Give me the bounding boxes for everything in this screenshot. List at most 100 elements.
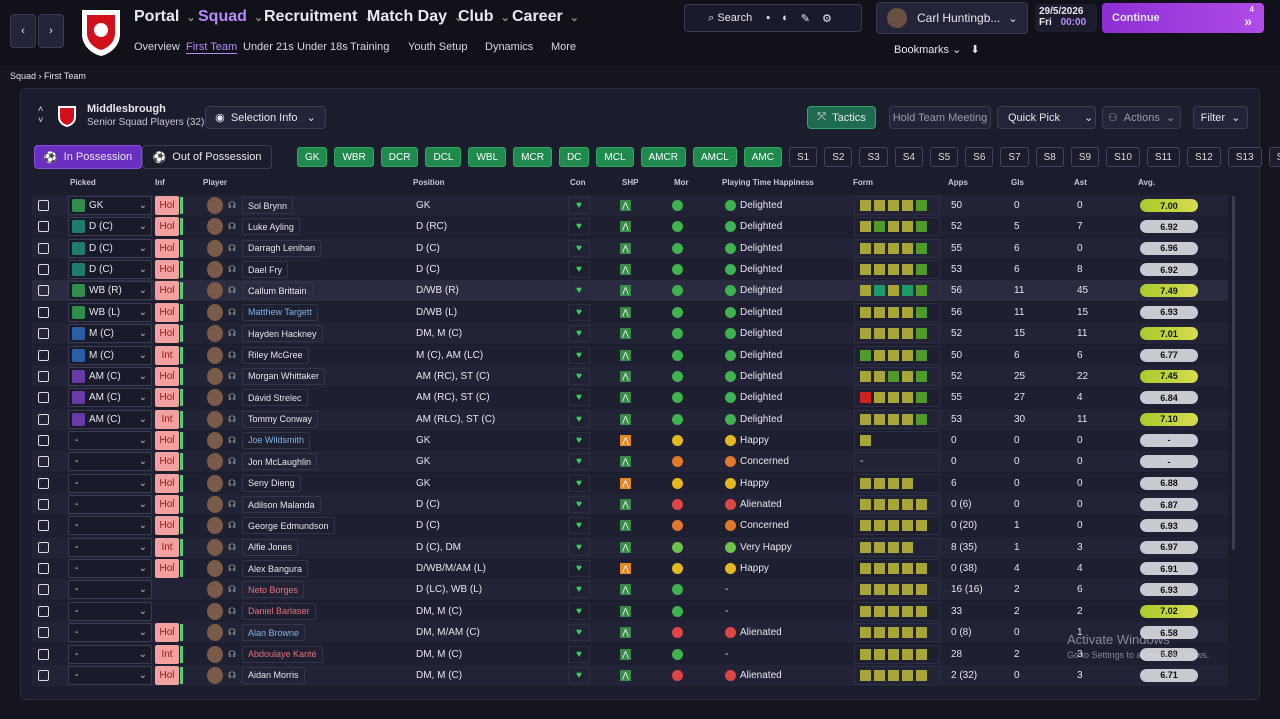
scrollbar[interactable] [1232,196,1235,550]
table-row[interactable]: - ⌄ Hol ☊ Seny Dieng GK ♥ ⋀ Happy 6 0 0 6.88 [32,472,1228,494]
sub-tab[interactable]: Dynamics [485,41,534,53]
table-row[interactable]: - ⌄ Hol ☊ George Edmundson D (C) ♥ ⋀ Concerned 0 … [32,515,1228,537]
position-button[interactable]: AMCL [692,147,737,167]
picked-dropdown[interactable]: - ⌄ [68,537,152,557]
meeting-button[interactable]: Hold Team Meeting [889,106,991,129]
table-row[interactable]: D (C) ⌄ Hol ☊ Darragh Lenihan D (C) ♥ ⋀ Delighte… [32,237,1228,259]
slot-button[interactable]: S14 [1268,147,1280,167]
checkbox[interactable] [38,648,49,660]
player-name[interactable]: Riley McGree [242,346,309,364]
icon-button[interactable]: ◐ [782,12,789,24]
icon-button[interactable]: ▪ [766,12,771,24]
out-possession-tab[interactable]: ⚽ Out of Possession [142,145,272,169]
picked-dropdown[interactable]: - ⌄ [68,665,152,685]
checkbox[interactable] [38,306,49,318]
table-row[interactable]: AM (C) ⌄ Int ☊ Tommy Conway AM (RLC), ST (C) ♥… [32,408,1228,430]
slot-button[interactable]: S6 [965,147,994,167]
position-button[interactable]: WBL [468,147,507,167]
crumb[interactable]: Squad [10,71,37,81]
position-button[interactable]: DCL [425,147,462,167]
player-name[interactable]: Dávid Strelec [242,389,308,407]
club-crest[interactable] [78,6,124,58]
picked-dropdown[interactable]: D (C) ⌄ [68,238,152,258]
player-name[interactable]: Seny Dieng [242,474,301,492]
table-row[interactable]: - ⌄ ☊ Neto Borges D (LC), WB (L) ♥ ⋀ -16 (16) 2 6… [32,579,1228,601]
column-header[interactable]: SHP [622,178,639,187]
checkbox[interactable] [38,499,49,511]
player-name[interactable]: Alex Bangura [242,560,309,578]
column-header[interactable]: Form [853,178,873,187]
slot-button[interactable]: S2 [824,147,853,167]
player-name[interactable]: Jon McLaughlin [242,453,318,471]
sub-tab[interactable]: Under 18s [297,41,348,53]
table-row[interactable]: M (C) ⌄ Int ☊ Riley McGree M (C), AM (LC) ♥ ⋀ De… [32,344,1228,366]
search-button[interactable]: ⌕ Search [708,11,753,24]
table-row[interactable]: D (C) ⌄ Hol ☊ Dael Fry D (C) ♥ ⋀ Delighted 53 6 8 6.… [32,259,1228,281]
table-row[interactable]: - ⌄ Hol ☊ Adilson Malanda D (C) ♥ ⋀ Alienated 0 (… [32,494,1228,516]
column-header[interactable]: Gls [1011,178,1024,187]
table-row[interactable]: WB (R) ⌄ Hol ☊ Callum Brittain D/WB (R) ♥ ⋀ Deli… [32,280,1228,302]
picked-dropdown[interactable]: D (C) ⌄ [68,217,152,237]
main-tab[interactable]: Squad ⌄ [198,8,264,25]
picked-dropdown[interactable]: - ⌄ [68,452,152,472]
sub-tab[interactable]: Under 21s [243,41,294,53]
player-name[interactable]: Luke Ayling [242,218,300,236]
slot-button[interactable]: S3 [859,147,888,167]
picked-dropdown[interactable]: - ⌄ [68,473,152,493]
table-row[interactable]: - ⌄ Hol ☊ Aidan Morris DM, M (C) ♥ ⋀ Alienated 2 … [32,664,1228,686]
table-row[interactable]: - ⌄ Int ☊ Alfie Jones D (C), DM ♥ ⋀ Very Happy 8 … [32,536,1228,558]
checkbox[interactable] [38,413,49,425]
checkbox[interactable] [38,285,49,297]
picked-dropdown[interactable]: - ⌄ [68,430,152,450]
position-button[interactable]: WBR [334,147,374,167]
slot-button[interactable]: S7 [1000,147,1029,167]
checkbox[interactable] [38,541,49,553]
position-button[interactable]: AMC [743,147,782,167]
picked-dropdown[interactable]: - ⌄ [68,644,152,664]
player-name[interactable]: Daniel Barlaser [242,602,316,620]
checkbox[interactable] [38,669,49,681]
slot-button[interactable]: S13 [1227,147,1262,167]
picked-dropdown[interactable]: - ⌄ [68,495,152,515]
table-row[interactable]: AM (C) ⌄ Hol ☊ Dávid Strelec AM (RC), ST (C) ♥… [32,387,1228,409]
picked-dropdown[interactable]: WB (L) ⌄ [68,302,152,322]
slot-button[interactable]: S1 [789,147,818,167]
table-row[interactable]: AM (C) ⌄ Hol ☊ Morgan Whittaker AM (RC), ST (… [32,365,1228,387]
player-name[interactable]: Dael Fry [242,261,289,279]
settings-button[interactable]: ⚙ [821,12,832,25]
player-name[interactable]: Sol Brynn [242,197,294,214]
column-header[interactable]: Apps [948,178,968,187]
column-header[interactable]: Playing Time Happiness [722,178,814,187]
checkbox[interactable] [38,520,49,532]
player-name[interactable]: Morgan Whittaker [242,367,326,385]
picked-dropdown[interactable]: AM (C) ⌄ [68,388,152,408]
table-row[interactable]: - ⌄ Int ☊ Abdoulaye Kanté DM, M (C) ♥ ⋀ -28 2 3 6.8… [32,643,1228,665]
column-header[interactable]: Player [203,178,228,187]
table-row[interactable]: - ⌄ Hol ☊ Jon McLaughlin GK ♥ ⋀ Concerned -0 0 0- [32,451,1228,473]
checkbox[interactable] [38,392,49,404]
main-tab[interactable]: Recruitment ⌄ [264,8,374,25]
column-header[interactable]: Position [413,178,445,187]
slot-button[interactable]: S11 [1146,147,1180,167]
filter-button[interactable]: Filter ⌄ [1193,106,1248,129]
picked-dropdown[interactable]: - ⌄ [68,601,152,621]
checkbox[interactable] [38,370,49,382]
position-button[interactable]: AMCR [640,147,686,167]
manager-button[interactable]: Carl Huntingb... ⌄ [876,2,1028,34]
slot-button[interactable]: S10 [1106,147,1140,167]
checkbox[interactable] [38,605,49,617]
table-row[interactable]: WB (L) ⌄ Hol ☊ Matthew Targett D/WB (L) ♥ ⋀ Deli… [32,301,1228,323]
slot-button[interactable]: S5 [929,147,959,167]
checkbox[interactable] [38,563,49,575]
main-tab[interactable]: Club ⌄ [458,8,510,25]
picked-dropdown[interactable]: AM (C) ⌄ [68,409,152,429]
player-name[interactable]: Neto Borges [242,581,305,599]
player-name[interactable]: Hayden Hackney [242,325,323,343]
picked-dropdown[interactable]: WB (R) ⌄ [68,281,152,301]
player-name[interactable]: Darragh Lenihan [242,239,322,257]
actions-button[interactable]: ⚇ Actions ⌄ [1102,106,1181,129]
table-row[interactable]: - ⌄ Hol ☊ Alex Bangura D/WB/M/AM (L) ♥ ⋀ Happy 0 … [32,558,1228,580]
table-row[interactable]: - ⌄ ☊ Daniel Barlaser DM, M (C) ♥ ⋀ -33 2 2 7.02 [32,600,1228,622]
picked-dropdown[interactable]: - ⌄ [68,580,152,600]
player-name[interactable]: Alan Browne [242,624,306,642]
